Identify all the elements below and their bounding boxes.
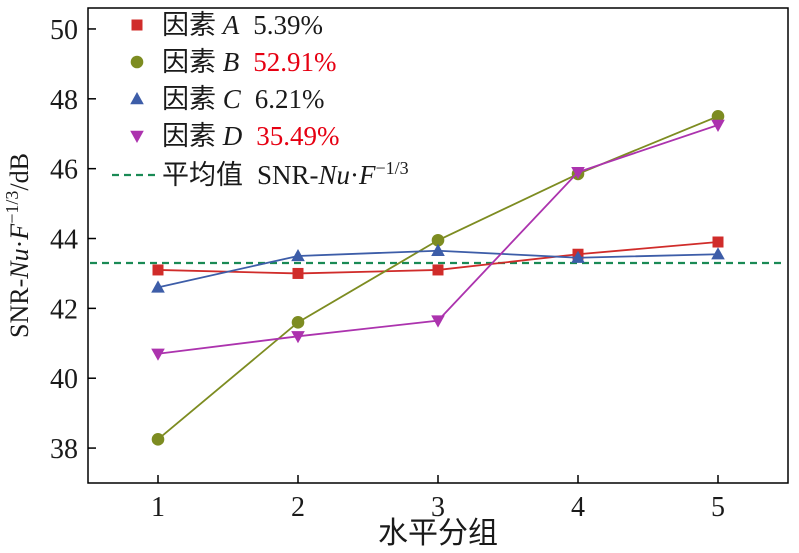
x-axis-tick-label: 3 xyxy=(431,492,445,523)
series-d-marker xyxy=(711,119,725,133)
legend-marker-a xyxy=(131,19,143,31)
series-d-group xyxy=(151,119,725,361)
series-a-marker xyxy=(292,267,304,279)
series-c-marker xyxy=(291,248,305,262)
legend-marker-b xyxy=(130,55,144,69)
axes-group: 38 40 42 44 46 48 50 1 2 3 4 5 水平分组 SNR-Nu·F−1/3/dB xyxy=(2,7,789,550)
x-axis-title: 水平分组 xyxy=(378,517,498,550)
legend-item-b: 因素 B 52.91% xyxy=(130,47,337,77)
y-axis-tick-label: 40 xyxy=(50,364,78,395)
series-c-marker xyxy=(571,250,585,263)
legend-item-c: 因素 C 6.21% xyxy=(130,84,325,114)
y-axis-title: SNR-Nu·F−1/3/dB xyxy=(2,153,34,338)
y-axis-tick-label: 46 xyxy=(50,155,78,186)
x-axis-tick-label: 5 xyxy=(711,492,725,523)
legend-label-d: 因素 D 35.49% xyxy=(162,121,340,151)
y-axis-tick-label: 42 xyxy=(50,294,78,325)
x-axis-tick-label: 1 xyxy=(151,492,165,523)
legend-label-b: 因素 B 52.91% xyxy=(162,47,337,77)
series-b-marker xyxy=(431,233,445,247)
series-b-marker xyxy=(711,109,725,123)
series-c-group xyxy=(151,243,725,293)
series-c-marker xyxy=(431,243,445,256)
series-a-marker xyxy=(712,236,724,248)
series-b-marker xyxy=(151,433,165,446)
legend-label-c: 因素 C 6.21% xyxy=(162,84,325,114)
series-c-marker xyxy=(711,247,725,260)
legend-label-a: 因素 A 5.39% xyxy=(162,10,323,40)
legend-marker-c xyxy=(130,92,144,105)
series-a-marker xyxy=(152,264,164,276)
series-b-marker xyxy=(291,316,305,329)
series-d-marker xyxy=(571,166,585,180)
series-c-marker xyxy=(151,280,165,293)
legend: 因素 A 5.39% 因素 B 52.91% 因素 C 6.21% 因素 D 35.49% 平均… xyxy=(112,10,409,190)
series-a-marker xyxy=(432,264,444,276)
legend-item-mean: 平均值 SNR-Nu·F−1/3 xyxy=(112,158,409,190)
y-axis-tick-label: 48 xyxy=(50,85,78,116)
legend-item-a: 因素 A 5.39% xyxy=(131,10,323,40)
y-axis-tick-label: 44 xyxy=(50,225,78,256)
y-axis-tick-label: 38 xyxy=(50,434,78,465)
legend-item-d: 因素 D 35.49% xyxy=(130,121,340,151)
x-axis-tick-label: 4 xyxy=(571,492,585,523)
series-d-marker xyxy=(291,331,305,344)
y-axis-tick-label: 50 xyxy=(50,15,78,46)
series-d-marker xyxy=(151,348,165,361)
legend-marker-d xyxy=(130,130,144,143)
series-d-marker xyxy=(431,315,445,328)
legend-label-mean: 平均值 SNR-Nu·F−1/3 xyxy=(162,158,409,190)
x-axis-tick-label: 2 xyxy=(291,492,305,523)
